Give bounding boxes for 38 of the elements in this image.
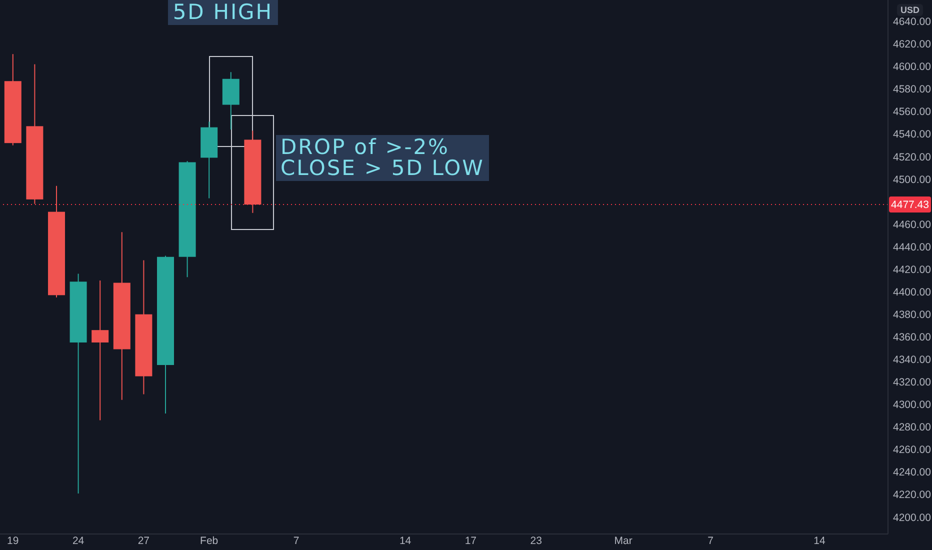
- x-tick-label: 27: [138, 535, 150, 547]
- y-tick-label: 4460.00: [893, 218, 932, 231]
- y-tick-label: 4320.00: [893, 376, 932, 389]
- x-tick-label: 7: [293, 535, 300, 547]
- y-tick-label: 4540.00: [893, 128, 932, 141]
- y-tick-label: 4600.00: [893, 61, 932, 74]
- annotation: DROP of >-2% CLOSE > 5D LOW: [280, 134, 484, 180]
- y-axis-title: USD: [897, 4, 922, 16]
- x-tick-label: Feb: [200, 535, 218, 547]
- y-tick-label: 4380.00: [893, 308, 932, 321]
- y-tick-label: 4360.00: [893, 332, 932, 344]
- x-tick-label: 7: [708, 535, 714, 547]
- y-tick-label: 4240.00: [893, 466, 932, 479]
- x-tick-label: 19: [7, 535, 19, 547]
- x-tick-label: 14: [399, 535, 412, 547]
- y-tick-label: 4420.00: [893, 264, 932, 276]
- x-tick-label: Mar: [614, 535, 633, 547]
- x-tick-label: 23: [530, 535, 542, 547]
- ref-line-label: 4477.43: [891, 199, 930, 212]
- annotation: 5D HIGH: [172, 0, 273, 24]
- x-tick-label: 14: [814, 535, 826, 547]
- y-tick-label: 4280.00: [893, 422, 932, 434]
- y-tick-label: 4560.00: [893, 106, 932, 118]
- y-tick-label: 4440.00: [893, 241, 932, 254]
- y-tick-label: 4500.00: [893, 174, 932, 186]
- y-tick-label: 4520.00: [893, 151, 932, 164]
- y-tick-label: 4260.00: [893, 444, 932, 456]
- candlestick: [92, 280, 109, 421]
- y-tick-label: 4640.00: [893, 16, 932, 28]
- x-tick-label: 17: [464, 535, 477, 547]
- y-tick-label: 4340.00: [893, 354, 932, 366]
- y-tick-label: 4620.00: [893, 38, 932, 51]
- x-tick-label: 24: [72, 535, 84, 547]
- y-tick-label: 4300.00: [893, 399, 932, 412]
- y-tick-label: 4580.00: [893, 84, 932, 96]
- y-tick-label: 4400.00: [893, 286, 932, 298]
- y-tick-label: 4200.00: [893, 512, 932, 524]
- y-tick-label: 4220.00: [893, 489, 932, 502]
